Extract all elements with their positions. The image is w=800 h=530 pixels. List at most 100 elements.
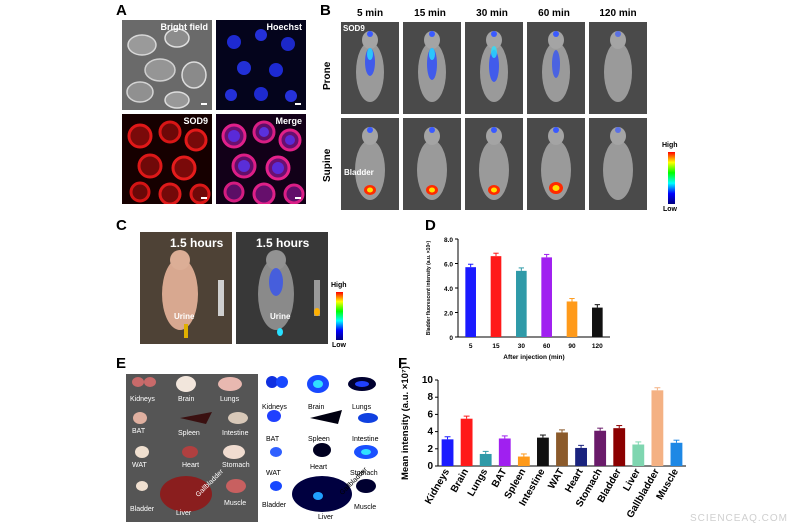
bar [465, 267, 476, 337]
panel-label-f: F [398, 355, 408, 372]
mouse-fluorescence [236, 232, 328, 344]
organ-label: Spleen [308, 436, 330, 443]
sod9-cells [122, 114, 212, 204]
row-label-prone: Prone [322, 61, 333, 90]
hoechst-nuclei [216, 20, 306, 110]
bar [541, 257, 552, 337]
organ-label: BAT [132, 428, 146, 435]
prone-image-15min [403, 22, 461, 114]
bar [651, 390, 664, 466]
merge-cells [216, 114, 306, 204]
urine-photo-left: 1.5 hours Urine [140, 232, 232, 344]
supine-image-5min: Bladder [341, 118, 399, 210]
mouse-silhouette [541, 127, 571, 200]
image-title: Merge [275, 116, 302, 126]
y-tick-label: 8 [427, 392, 433, 403]
organ-label: Bladder [262, 502, 287, 509]
colorbar-high-label: High [331, 282, 347, 289]
colorbar [336, 292, 343, 340]
x-tick-label: Kidneys [423, 467, 452, 507]
organ-label: Lungs [352, 404, 372, 411]
image-title: SOD9 [183, 116, 208, 126]
prone-image-60min [527, 22, 585, 114]
time-label: 30 min [476, 8, 508, 19]
scale-bar [295, 197, 301, 199]
mouse-silhouette [604, 31, 632, 102]
y-axis-label: Mean intensity (a.u. ×10⁷) [400, 366, 411, 480]
bar [537, 437, 549, 466]
x-axis-label: After injection (min) [503, 354, 564, 361]
mouse-silhouette [355, 127, 385, 200]
y-tick-label: 6.0 [444, 262, 453, 269]
bar [670, 442, 683, 466]
x-tick-label: Lungs [466, 467, 491, 499]
sod9-image: SOD9 [122, 114, 212, 204]
x-tick-label: 30 [518, 343, 526, 350]
bar [613, 428, 626, 466]
bar [479, 453, 492, 466]
organ-label: BAT [266, 436, 280, 443]
organ-label: WAT [132, 462, 147, 469]
urine-photo-right: 1.5 hours Urine [236, 232, 328, 344]
panel-label-b: B [320, 2, 331, 19]
organ-label: Brain [178, 396, 195, 403]
supine-image-60min [527, 118, 585, 210]
y-tick-label: 4 [427, 427, 433, 438]
y-tick-label: 10 [422, 375, 434, 386]
y-tick-label: 0 [449, 335, 453, 342]
organ-label: Stomach [222, 462, 250, 469]
organ-label: Liver [318, 514, 334, 521]
supine-image-15min [403, 118, 461, 210]
urine-label: Urine [270, 312, 291, 321]
x-tick-label: 15 [492, 343, 500, 350]
x-tick-label: 90 [568, 343, 576, 350]
bar [566, 301, 578, 337]
organ-fluorescence-shapes [266, 375, 378, 512]
prone-image-5min: SOD9 [341, 22, 399, 114]
bar [556, 432, 568, 466]
organ-label: Brain [308, 404, 325, 411]
panel-label-e: E [116, 355, 127, 372]
colorbar-low-label: Low [663, 206, 677, 213]
bar [498, 438, 511, 466]
supine-image-120min [589, 118, 647, 210]
mouse-silhouette [356, 31, 384, 102]
bar [460, 418, 473, 466]
organs-photo: Kidneys Brain Lungs BAT Spleen Intestine… [126, 374, 258, 522]
organ-label: Heart [182, 462, 200, 469]
probe-label: SOD9 [343, 24, 365, 33]
x-tick-label: BAT [490, 467, 509, 490]
y-tick-label: 2 [427, 444, 433, 455]
time-label: 15 min [414, 8, 446, 19]
organ-label: Bladder [130, 506, 155, 513]
panel-label-a: A [116, 2, 127, 19]
organ-label: Heart [310, 464, 328, 471]
prone-image-120min [589, 22, 647, 114]
urine-label: Urine [174, 312, 195, 321]
x-tick-label: 60 [543, 343, 551, 350]
scale-bar [201, 197, 207, 199]
colorbar-high-label: High [662, 142, 678, 149]
image-title: Bright field [160, 22, 209, 32]
organ-label: Liver [176, 510, 192, 517]
time-overlay: 1.5 hours [256, 236, 310, 250]
organ-label: Muscle [224, 500, 247, 507]
bar [592, 307, 603, 337]
watermark: SCIENCEAQ.COM [689, 513, 788, 524]
panel-label-c: C [116, 217, 127, 234]
time-label: 120 min [599, 8, 637, 19]
hoechst-image: Hoechst [216, 20, 306, 110]
time-label: 5 min [356, 8, 384, 19]
organ-label: Spleen [178, 430, 200, 437]
organs-shapes [126, 374, 258, 522]
x-tick-label: 5 [469, 343, 473, 350]
y-tick-label: 4.0 [444, 286, 453, 293]
y-tick-label: 6 [427, 409, 433, 420]
colorbar-low-label: Low [332, 342, 346, 349]
bar [490, 256, 502, 337]
bar [441, 439, 454, 466]
merge-image: Merge [216, 114, 306, 204]
bright-field-image: Bright field [122, 20, 212, 110]
mouse-silhouette [479, 127, 509, 200]
